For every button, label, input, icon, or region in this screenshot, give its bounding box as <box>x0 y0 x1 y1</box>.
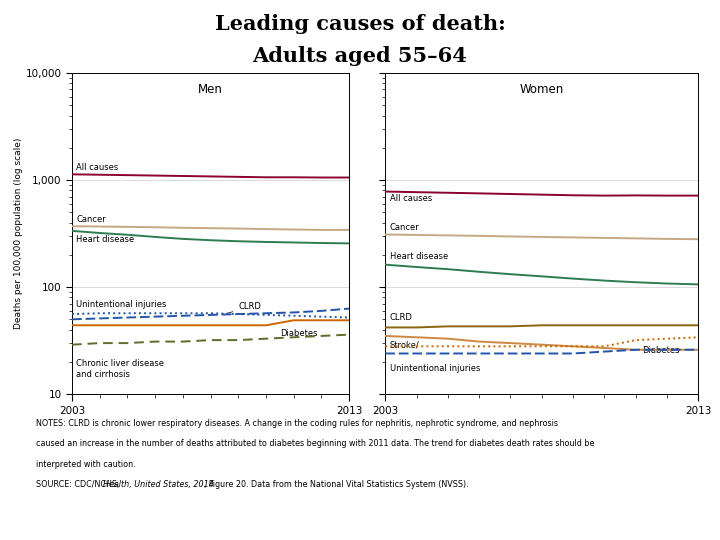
Y-axis label: Deaths per 100,000 population (log scale): Deaths per 100,000 population (log scale… <box>14 138 23 329</box>
Text: All causes: All causes <box>76 163 118 172</box>
Text: CLRD: CLRD <box>227 302 261 313</box>
Text: Heart disease: Heart disease <box>390 252 448 261</box>
Text: Diabetes: Diabetes <box>642 346 680 355</box>
Text: interpreted with caution.: interpreted with caution. <box>36 460 135 469</box>
Text: Stroke/: Stroke/ <box>390 341 420 350</box>
Text: Health, United States, 2014: Health, United States, 2014 <box>104 480 215 489</box>
Text: CLRD: CLRD <box>390 313 413 322</box>
Text: Heart disease: Heart disease <box>76 235 135 244</box>
Text: Leading causes of death:: Leading causes of death: <box>215 14 505 33</box>
Text: Unintentional injuries: Unintentional injuries <box>76 300 166 309</box>
Text: caused an increase in the number of deaths attributed to diabetes beginning with: caused an increase in the number of deat… <box>36 439 595 448</box>
Text: NOTES: CLRD is chronic lower respiratory diseases. A change in the coding rules : NOTES: CLRD is chronic lower respiratory… <box>36 418 558 428</box>
Text: Women: Women <box>520 83 564 96</box>
Text: Diabetes: Diabetes <box>280 329 318 338</box>
Text: Cancer: Cancer <box>76 214 106 224</box>
Text: Men: Men <box>198 83 223 96</box>
Text: SOURCE: CDC/NCHS,: SOURCE: CDC/NCHS, <box>36 480 122 489</box>
Text: Cancer: Cancer <box>390 223 420 232</box>
Text: Adults aged 55–64: Adults aged 55–64 <box>253 46 467 66</box>
Text: , Figure 20. Data from the National Vital Statistics System (NVSS).: , Figure 20. Data from the National Vita… <box>204 480 469 489</box>
Text: Chronic liver disease
and cirrhosis: Chronic liver disease and cirrhosis <box>76 359 164 379</box>
Text: Unintentional injuries: Unintentional injuries <box>390 364 480 373</box>
Text: All causes: All causes <box>390 194 432 204</box>
